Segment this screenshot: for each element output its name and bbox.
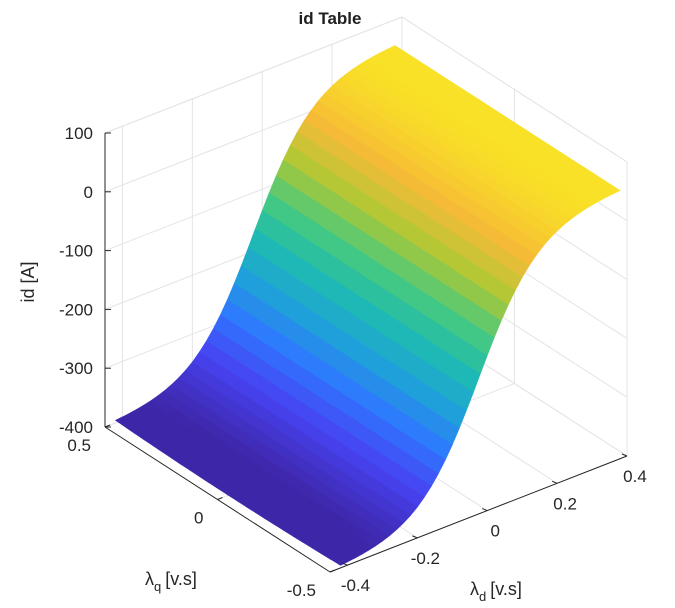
- z-tick-label: 0: [84, 183, 93, 202]
- y-tick: [217, 497, 223, 500]
- z-tick-label: -300: [59, 359, 93, 378]
- x-axis-label-unit: [v.s]: [490, 579, 522, 599]
- y-axis-label-unit: [v.s]: [165, 569, 197, 589]
- x-axis-label: λd [v.s]: [470, 579, 522, 604]
- x-axis-label-symbol: λ: [470, 579, 479, 599]
- x-tick: [621, 453, 628, 457]
- x-tick: [342, 562, 348, 566]
- x-tick-label: 0.2: [553, 494, 577, 513]
- axes: -400 -300 -200 -100 0 100 -0.5 0 0.5 -0.4 -0.2 0 0.2…: [59, 124, 647, 600]
- x-tick: [482, 508, 488, 512]
- x-tick-label: 0.4: [623, 467, 647, 486]
- box-edge-top-right: [401, 16, 628, 163]
- y-tick-label: 0.5: [67, 436, 91, 455]
- box-edge-top-back: [104, 16, 403, 134]
- y-axis-label: λq [v.s]: [145, 569, 197, 594]
- x-axis-line: [329, 455, 628, 573]
- y-tick: [104, 424, 111, 428]
- y-axis-label-sub: q: [154, 579, 161, 594]
- z-axis-label: id [A]: [18, 261, 38, 302]
- x-tick-label: 0: [491, 522, 500, 541]
- y-tick-label: -0.5: [287, 581, 316, 600]
- chart-title: id Table: [299, 9, 362, 28]
- z-tick-label: -100: [59, 242, 93, 261]
- x-tick: [551, 480, 558, 484]
- x-tick-label: -0.2: [411, 549, 440, 568]
- x-axis-label-sub: d: [479, 589, 486, 604]
- x-tick-label: -0.4: [341, 576, 370, 595]
- z-tick-label: 100: [65, 124, 93, 143]
- y-tick-label: 0: [194, 509, 203, 528]
- x-tick: [412, 535, 418, 539]
- z-tick-label: -400: [59, 418, 93, 437]
- z-tick-label: -200: [59, 300, 93, 319]
- surface: [114, 45, 621, 566]
- y-axis-label-symbol: λ: [145, 569, 154, 589]
